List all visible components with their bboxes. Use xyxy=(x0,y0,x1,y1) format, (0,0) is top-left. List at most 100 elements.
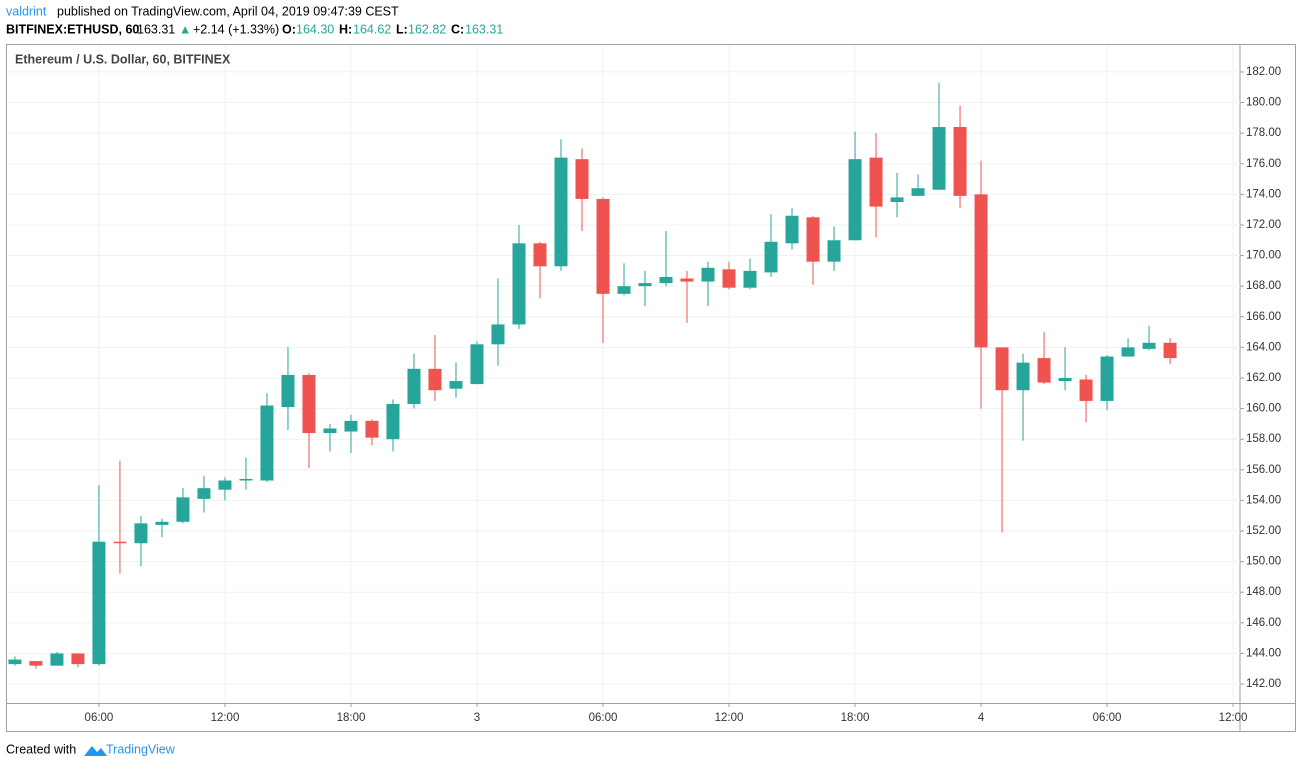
candle-body xyxy=(575,159,589,199)
y-tick-label: 148.00 xyxy=(1246,586,1281,598)
candle-body xyxy=(1037,358,1051,383)
candle-body xyxy=(680,278,694,282)
y-tick-label: 178.00 xyxy=(1246,127,1281,139)
x-tick-label: 06:00 xyxy=(589,712,618,724)
x-tick-label: 3 xyxy=(474,712,480,724)
x-tick-label: 12:00 xyxy=(1219,712,1248,724)
candle-body xyxy=(995,347,1009,391)
candle-body xyxy=(1058,377,1072,382)
candle-body xyxy=(197,488,211,499)
close-label: C: xyxy=(451,22,464,36)
author[interactable]: valdrint xyxy=(6,4,47,18)
candle-body xyxy=(932,127,946,190)
candle-body xyxy=(407,368,421,404)
frame xyxy=(6,44,1296,732)
y-tick-label: 146.00 xyxy=(1246,617,1281,629)
candle-body xyxy=(554,157,568,267)
x-tick-label: 18:00 xyxy=(841,712,870,724)
y-tick-label: 158.00 xyxy=(1246,433,1281,445)
candle-body xyxy=(659,276,673,284)
chart-title: Ethereum / U.S. Dollar, 60, BITFINEX xyxy=(15,52,231,66)
candle-body xyxy=(701,267,715,282)
candle-body xyxy=(386,403,400,440)
candle-body xyxy=(953,127,967,196)
change: +2.14 (+1.33%) xyxy=(193,22,279,36)
candle-body xyxy=(365,420,379,438)
candle-body xyxy=(71,653,85,665)
candle-body xyxy=(974,194,988,348)
candle-body xyxy=(785,215,799,244)
candle-body xyxy=(8,659,22,665)
logo xyxy=(84,746,107,756)
x-tick-label: 12:00 xyxy=(715,712,744,724)
y-tick-label: 144.00 xyxy=(1246,647,1281,659)
y-tick-label: 166.00 xyxy=(1246,311,1281,323)
y-tick-label: 170.00 xyxy=(1246,250,1281,262)
low-label: L: xyxy=(396,22,408,36)
candle-body xyxy=(806,217,820,262)
x-tick-label: 12:00 xyxy=(211,712,240,724)
change-arrow: ▲ xyxy=(179,22,191,36)
candle-body xyxy=(29,661,43,666)
close: 163.31 xyxy=(465,22,503,36)
y-tick-label: 172.00 xyxy=(1246,219,1281,231)
candle-body xyxy=(155,521,169,525)
open: 164.30 xyxy=(296,22,334,36)
x-tick-label: 4 xyxy=(978,712,985,724)
candle-body xyxy=(911,188,925,196)
y-tick-label: 164.00 xyxy=(1246,341,1281,353)
candle-body xyxy=(218,480,232,490)
candle-body xyxy=(281,374,295,408)
y-tick-label: 162.00 xyxy=(1246,372,1281,384)
symbol: BITFINEX:ETHUSD, 60 xyxy=(6,22,139,36)
y-tick-label: 154.00 xyxy=(1246,494,1281,506)
y-tick-label: 150.00 xyxy=(1246,556,1281,568)
candle-body xyxy=(260,405,274,481)
candle-body xyxy=(533,243,547,267)
brand[interactable]: TradingView xyxy=(106,742,176,756)
candle-body xyxy=(596,198,610,294)
open-label: O: xyxy=(282,22,296,36)
candle-body xyxy=(470,344,484,385)
candle-body xyxy=(890,197,904,203)
candle-body xyxy=(113,541,127,544)
y-tick-label: 160.00 xyxy=(1246,403,1281,415)
candle-body xyxy=(491,324,505,345)
high: 164.62 xyxy=(353,22,391,36)
candle-body xyxy=(617,286,631,294)
candle-body xyxy=(449,381,463,389)
candle-body xyxy=(638,283,652,287)
y-tick-label: 176.00 xyxy=(1246,158,1281,170)
y-tick-label: 174.00 xyxy=(1246,188,1281,200)
last-price: 163.31 xyxy=(137,22,175,36)
candle-body xyxy=(1079,379,1093,401)
high-label: H: xyxy=(339,22,352,36)
y-tick-label: 168.00 xyxy=(1246,280,1281,292)
candle-body xyxy=(764,241,778,273)
candle-body xyxy=(722,269,736,288)
candle-body xyxy=(1016,362,1030,391)
candle-body xyxy=(827,240,841,262)
candle-body xyxy=(743,270,757,288)
created-with: Created with xyxy=(6,742,76,756)
low: 162.82 xyxy=(408,22,446,36)
candle-body xyxy=(50,653,64,666)
y-tick-label: 180.00 xyxy=(1246,97,1281,109)
x-tick-label: 06:00 xyxy=(85,712,114,724)
candle-body xyxy=(344,420,358,432)
candle-body xyxy=(1100,356,1114,401)
candle-body xyxy=(176,497,190,522)
grid xyxy=(8,45,1240,703)
x-tick-label: 06:00 xyxy=(1093,712,1122,724)
published: published on TradingView.com, April 04, … xyxy=(57,4,399,18)
candle-body xyxy=(869,157,883,207)
candle-body xyxy=(134,523,148,544)
candle-body xyxy=(1163,342,1177,359)
candle-body xyxy=(848,159,862,241)
candle-body xyxy=(512,243,526,325)
candle-body xyxy=(302,374,316,434)
candle-body xyxy=(428,368,442,391)
y-tick-label: 142.00 xyxy=(1246,678,1281,690)
candle-body xyxy=(323,428,337,434)
